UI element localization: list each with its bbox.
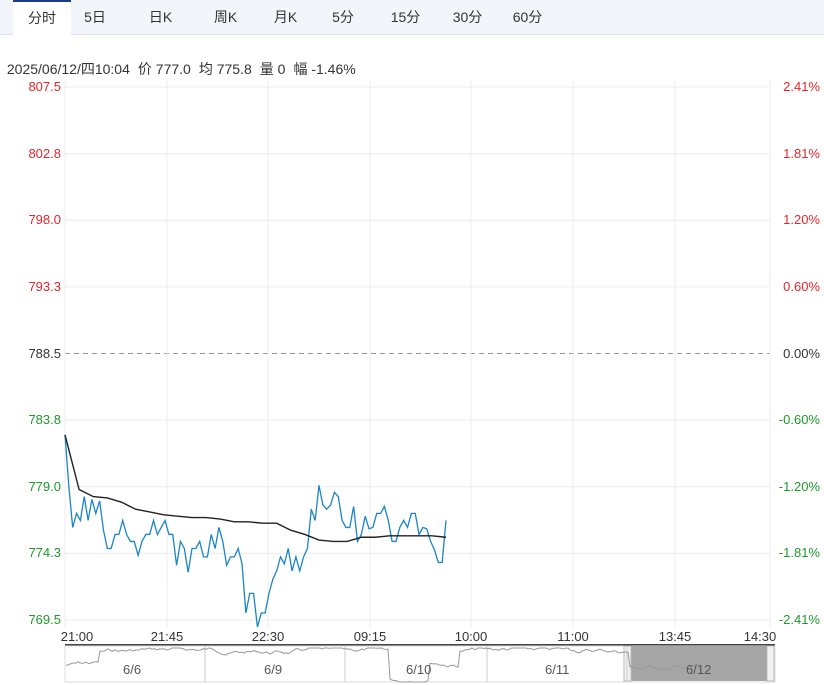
x-tick: 09:15 (353, 629, 387, 644)
average: 均 775.8 (198, 61, 252, 77)
navigator-right-handle[interactable] (766, 645, 775, 682)
y-tick-left: 807.5 (28, 79, 61, 94)
y-tick-right: 1.20% (783, 212, 820, 228)
tab-8[interactable]: 60分 (512, 9, 543, 25)
y-tick-left: 798.0 (28, 212, 61, 228)
y-tick-left: 779.0 (28, 478, 61, 494)
navigator-date-label: 6/9 (264, 662, 283, 677)
navigator-date-label: 6/11 (545, 662, 570, 677)
y-tick-right: 1.81% (783, 145, 820, 161)
navigator-selection (628, 646, 768, 681)
navigator-date-label: 6/10 (406, 662, 432, 677)
tab-3[interactable]: 周K (213, 9, 238, 25)
change-percent: 幅 -1.46% (293, 61, 356, 77)
y-tick-left: 793.3 (28, 278, 61, 294)
y-tick-left: 783.8 (28, 412, 61, 428)
y-tick-right: 0.60% (783, 278, 820, 294)
x-tick: 13:45 (658, 629, 692, 644)
x-tick: 21:45 (150, 629, 184, 644)
quote-info-bar: 2025/06/12/四10:04 价 777.0 均 775.8 量 0 幅 -1.4… (3, 43, 364, 79)
datetime: 2025/06/12/四10:04 (6, 61, 130, 77)
x-tick: 22:30 (251, 629, 285, 644)
volume: 量 0 (259, 61, 286, 77)
tab-4[interactable]: 月K (273, 9, 298, 25)
period-tabs: 分时 5日 日K 周K 月K 5分 15分 30分 60分 (0, 0, 824, 36)
tab-5[interactable]: 5分 (332, 9, 354, 25)
y-tick-right: -0.60% (778, 412, 820, 428)
y-tick-right: 2.41% (783, 79, 820, 94)
y-tick-left: 788.5 (28, 345, 61, 361)
navigator-date-label: 6/6 (123, 662, 142, 677)
avg-line (64, 434, 447, 543)
y-tick-left: 802.8 (28, 145, 61, 161)
x-tick: 10:00 (454, 629, 488, 644)
navigator-date-label: 6/12 (686, 662, 712, 677)
tab-6[interactable]: 15分 (390, 9, 421, 25)
tab-0[interactable]: 分时 (13, 0, 71, 36)
y-tick-right: -1.81% (778, 545, 820, 561)
y-tick-right: 0.00% (783, 345, 820, 361)
tab-2[interactable]: 日K (148, 9, 173, 25)
tab-1[interactable]: 5日 (84, 9, 106, 25)
price: 价 777.0 (137, 61, 191, 77)
price-line (64, 434, 447, 628)
y-tick-left: 769.5 (28, 612, 61, 627)
y-tick-right: -2.41% (778, 612, 820, 627)
x-tick: 11:00 (557, 629, 589, 644)
x-tick: 14:30 (743, 629, 777, 644)
x-tick: 21:00 (60, 629, 94, 644)
navigator-sparkline (65, 647, 701, 683)
y-tick-left: 774.3 (28, 545, 61, 561)
tab-7[interactable]: 30分 (452, 9, 483, 25)
y-tick-right: -1.20% (778, 478, 820, 494)
